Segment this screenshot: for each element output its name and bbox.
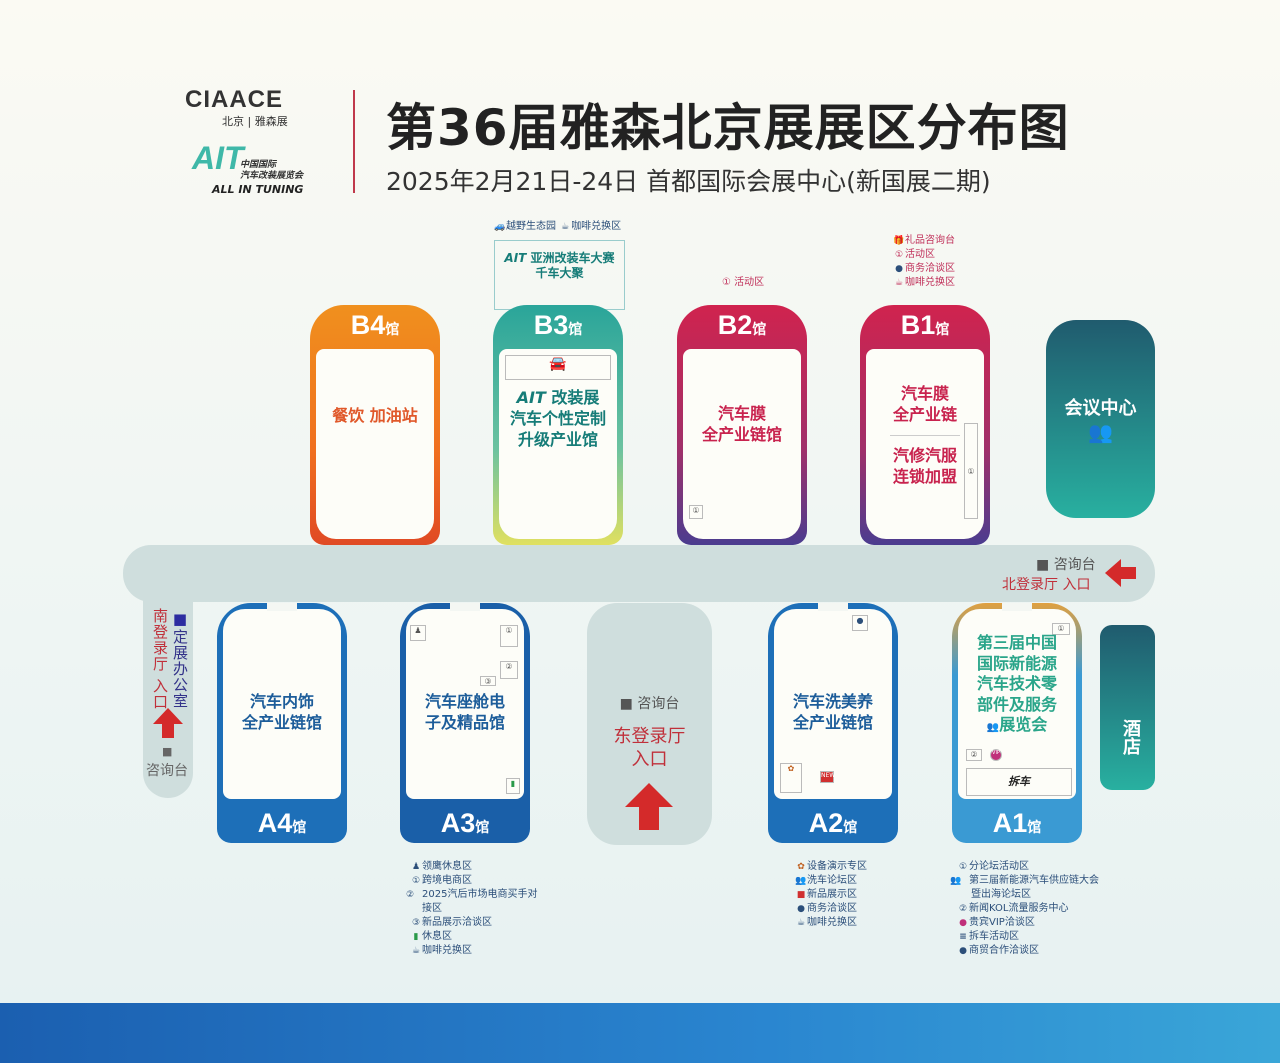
marker-2: ②: [500, 661, 518, 679]
gear-icon: ✿: [780, 763, 802, 793]
footer-bar: [0, 1003, 1280, 1063]
eagle-icon: ♟: [410, 625, 426, 641]
legend-a1: ① 分论坛活动区 👥 第三届新能源汽车供应链大会暨出海论坛区 ② 新闻KOL流量服务中…: [950, 861, 1099, 956]
south-entrance[interactable]: [143, 598, 193, 798]
chaiche-logo: 拆车: [966, 768, 1072, 796]
north-info-desk: ■ 咨询台: [1036, 557, 1096, 573]
b2-top-note: ① 活动区: [722, 277, 765, 288]
b3-top-notes: 🚙越野生态园 ☕ 咖啡兑换区: [494, 221, 622, 232]
arrow-left-icon-tail: [1120, 567, 1136, 579]
number-2-icon: ②: [405, 890, 415, 900]
square-icon: ■: [162, 745, 173, 758]
handshake-icon: ●: [797, 904, 805, 914]
activity-area-marker: ①: [964, 423, 978, 519]
legend-a3: ♟ 领鹰休息区 ① 跨境电商区 ② 2025汽后市场电商买手对接区 ③ 新品展示洽谈区 …: [405, 861, 538, 956]
main-corridor: [123, 545, 1155, 602]
coffee-icon: ☕: [894, 278, 904, 288]
arrow-up-icon-tail: [162, 724, 174, 738]
arrow-up-icon: [625, 783, 673, 807]
number-2-icon: ②: [958, 904, 968, 914]
seat-icon: ▮: [506, 778, 520, 794]
legend-a2: ✿ 设备演示专区 👥洗车论坛区 ■ 新品展示区 ● 商务洽谈区 ☕ 咖啡兑换区: [795, 861, 867, 928]
marker-2: ②: [966, 749, 982, 761]
coffee-icon: ☕: [411, 946, 421, 956]
eagle-icon: ♟: [411, 862, 421, 872]
marker-1: ①: [500, 625, 518, 647]
new-icon: NEW: [820, 771, 835, 783]
arrow-up-icon: [153, 708, 183, 724]
handshake-icon: ●: [895, 264, 903, 274]
people-icon: 👥: [795, 876, 807, 886]
ait-logo-en: ALL IN TUNING: [212, 183, 304, 196]
hall-b3[interactable]: B3馆 🚘 AIT 改装展 汽车个性定制 升级产业馆: [493, 305, 623, 545]
marker-1: ①: [1052, 623, 1070, 635]
ciaace-logo: CIAACE: [185, 86, 284, 113]
meeting-center[interactable]: 会议中心 👥: [1046, 320, 1155, 518]
coffee-icon: ☕: [796, 918, 806, 928]
number-1-icon: ①: [411, 876, 421, 886]
page-title: 第36届雅森北京展展区分布图: [386, 99, 1070, 157]
number-3-icon: ③: [411, 918, 421, 928]
hall-a4[interactable]: A4馆 汽车内饰 全产业链馆: [217, 603, 347, 843]
hall-b4[interactable]: B4馆 餐饮 加油站: [310, 305, 440, 545]
seat-icon: ▮: [413, 932, 419, 942]
arrow-left-icon: [1105, 559, 1121, 587]
hall-a3[interactable]: A3馆 ♟ ① ② ③ 汽车座舱电 子及精品馆 ▮: [400, 603, 530, 843]
gift-icon: 🎁: [893, 236, 905, 246]
b1-top-notes: 🎁礼品咨询台 ① 活动区 ● 商务洽谈区 ☕ 咖啡兑换区: [893, 235, 955, 288]
vip-icon: ●: [959, 918, 967, 928]
hotel[interactable]: 酒店: [1100, 625, 1155, 790]
marker-3: ③: [480, 676, 496, 686]
handshake-icon: ●: [852, 615, 868, 631]
hall-a1[interactable]: A1馆 ① 第三届中国 国际新能源 汽车技术零 部件及服务 👥展览会 ② VIP 拆车: [952, 603, 1082, 843]
south-entrance-label: 南登录厅 入口: [151, 608, 169, 710]
coffee-icon: ☕: [561, 222, 570, 232]
car-icon: 🚙: [494, 222, 506, 232]
north-entrance-label: 北登录厅 入口: [1002, 577, 1091, 593]
hall-b1[interactable]: B1馆 汽车膜 全产业链 汽修汽服 连锁加盟 ①: [860, 305, 990, 545]
ait-logo: AIT: [192, 140, 244, 176]
ciaace-logo-sub: 北京 | 雅森展: [222, 115, 288, 128]
chaiche-logo-icon: ≡: [959, 932, 967, 942]
people-icon: 👥: [1088, 420, 1113, 444]
arrow-up-icon-tail: [639, 806, 659, 830]
b3-race-box: AIT 亚洲改装车大赛 千车大聚: [494, 240, 625, 310]
south-info-desk: 咨询台: [146, 763, 188, 779]
car-icon: 🚘: [505, 355, 611, 380]
divider: [353, 90, 355, 193]
ait-logo-sub: 中国国际 汽车改装展览会: [240, 160, 304, 181]
page-subtitle: 2025年2月21日-24日 首都国际会展中心(新国展二期): [386, 167, 991, 196]
gear-icon: ✿: [797, 862, 805, 872]
new-icon: ■: [796, 890, 806, 900]
hall-a2[interactable]: A2馆 ● 汽车洗美养 全产业链馆 ✿ NEW: [768, 603, 898, 843]
people-icon: 👥: [986, 722, 1000, 733]
handshake-icon: ●: [959, 946, 967, 956]
vip-icon: VIP: [990, 749, 1002, 761]
number-1-icon: ①: [894, 250, 904, 260]
people-icon: 👥: [950, 876, 962, 886]
number-1-icon: ①: [958, 862, 968, 872]
booking-office: ■定展办公室: [171, 610, 189, 709]
east-entrance[interactable]: ■ 咨询台 东登录厅 入口: [587, 603, 712, 845]
hall-b2[interactable]: B2馆 汽车膜 全产业链馆 ①: [677, 305, 807, 545]
activity-area-marker: ①: [689, 505, 703, 519]
